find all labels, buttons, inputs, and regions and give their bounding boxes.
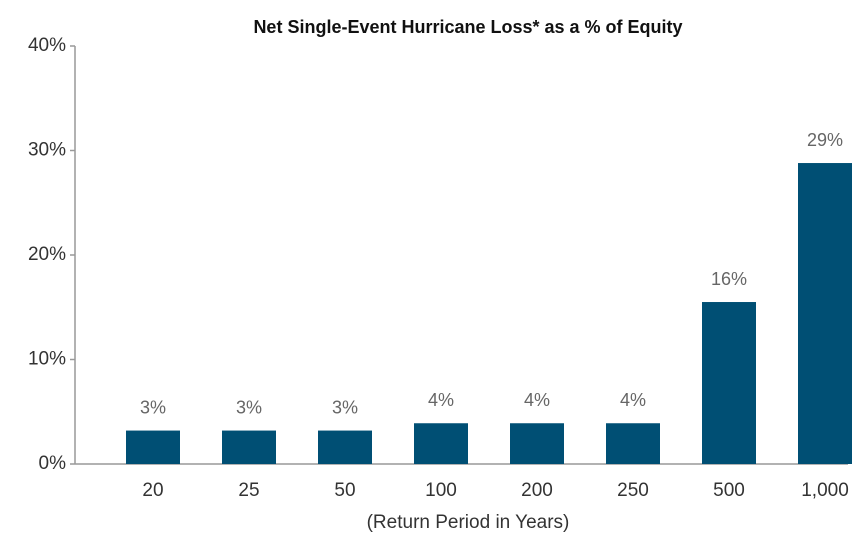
value-label: 29% (807, 130, 843, 150)
bar (510, 423, 564, 464)
y-tick-label: 20% (28, 244, 66, 265)
x-tick-label: 50 (334, 480, 355, 501)
x-tick-label: 1,000 (801, 480, 849, 501)
x-tick-label: 200 (521, 480, 553, 501)
value-label: 3% (236, 397, 262, 417)
x-axis-label: (Return Period in Years) (367, 512, 570, 533)
value-label: 16% (711, 269, 747, 289)
x-tick-label: 25 (238, 480, 259, 501)
bar (798, 163, 852, 465)
y-tick-label: 30% (28, 140, 66, 161)
value-label: 3% (332, 397, 358, 417)
y-tick-label: 0% (39, 453, 67, 474)
value-label: 4% (620, 390, 646, 410)
value-label: 4% (428, 390, 454, 410)
y-tick-label: 10% (28, 349, 66, 370)
x-tick-label: 500 (713, 480, 745, 501)
bar (702, 302, 756, 464)
value-label: 3% (140, 397, 166, 417)
x-tick-label: 250 (617, 480, 649, 501)
x-tick-label: 20 (142, 480, 163, 501)
bar (414, 423, 468, 464)
bar (606, 423, 660, 464)
bar (222, 430, 276, 464)
value-label: 4% (524, 390, 550, 410)
y-tick-label: 40% (28, 35, 66, 56)
chart-title: Net Single-Event Hurricane Loss* as a % … (253, 17, 682, 37)
x-tick-label: 100 (425, 480, 457, 501)
bar (318, 430, 372, 464)
bar (126, 430, 180, 464)
